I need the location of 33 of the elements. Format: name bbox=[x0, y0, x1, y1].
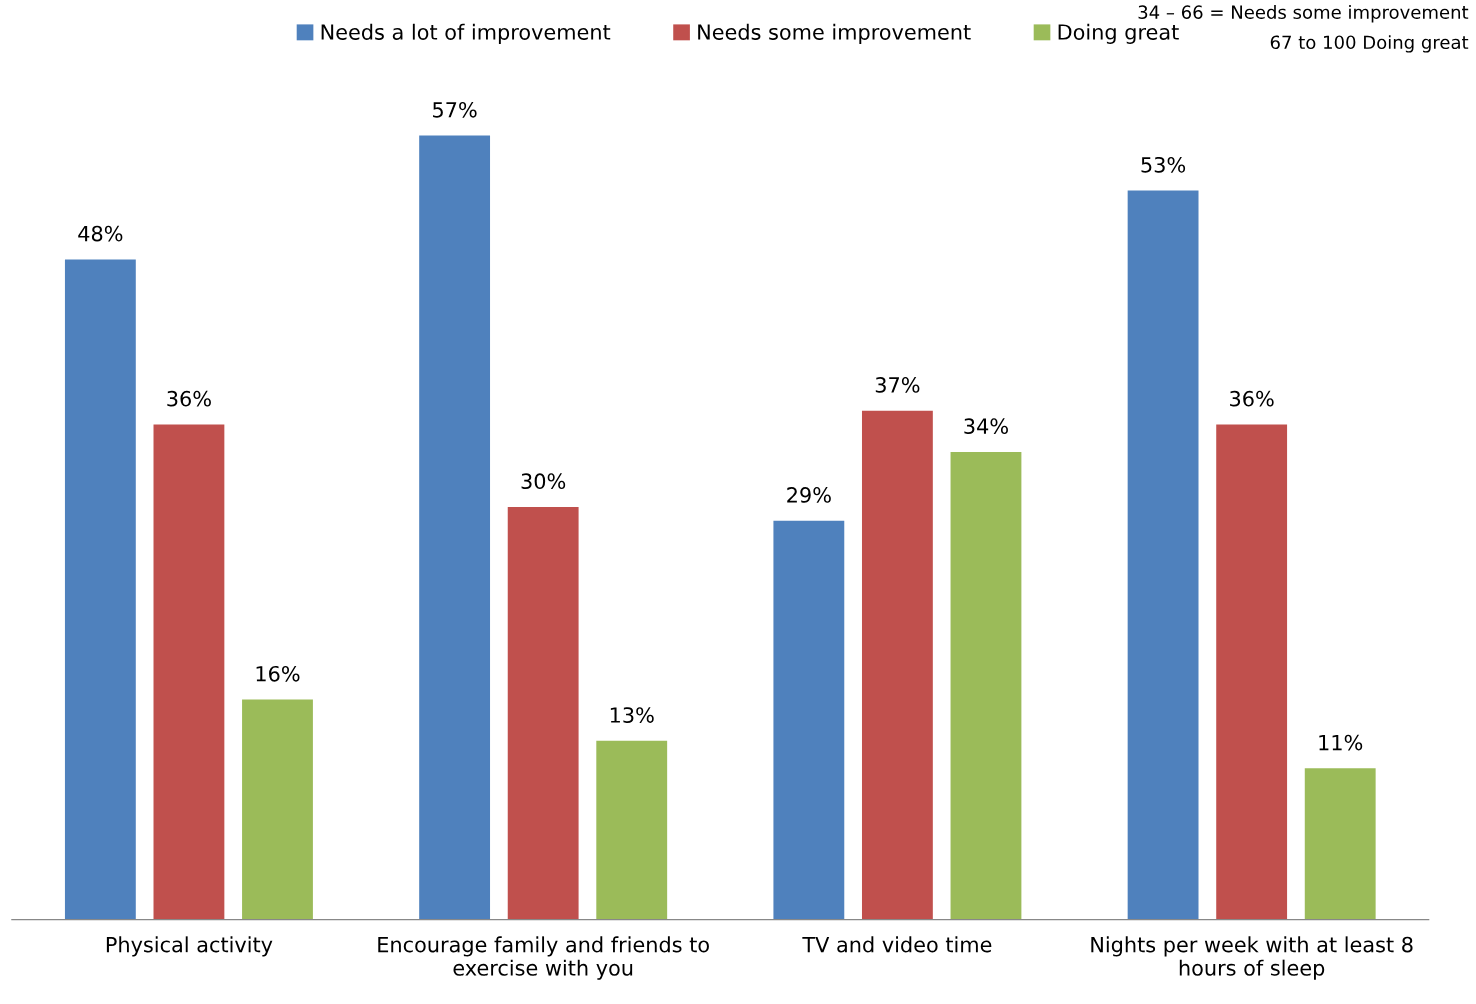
bar bbox=[242, 699, 313, 920]
legend-label: Needs a lot of improvement bbox=[321, 23, 611, 44]
data-label: 16% bbox=[256, 665, 300, 682]
text: 34 – 66 = Needs some improvement bbox=[1138, 5, 1469, 23]
data-label: 34% bbox=[964, 418, 1008, 435]
x-tick-label: Encourage family and friends to exercise with you bbox=[378, 936, 709, 980]
bar bbox=[1304, 768, 1376, 920]
bar bbox=[861, 410, 933, 920]
bar bbox=[64, 259, 136, 920]
x-tick-label: Nights per week with at least 8 hours of sleep bbox=[1091, 936, 1413, 980]
bar bbox=[153, 424, 225, 920]
bar bbox=[507, 506, 579, 920]
bar bbox=[1216, 424, 1288, 920]
bar bbox=[1127, 190, 1199, 920]
bar bbox=[773, 520, 845, 920]
data-label: 36% bbox=[1230, 390, 1274, 407]
data-label: 36% bbox=[167, 390, 211, 407]
bar bbox=[950, 451, 1022, 920]
x-tick-label: Physical activity bbox=[106, 936, 273, 957]
legend-label: Doing great bbox=[1058, 23, 1179, 44]
data-label: 57% bbox=[433, 101, 477, 118]
legend-label: Needs some improvement bbox=[698, 23, 971, 44]
bar bbox=[419, 135, 491, 920]
data-label: 30% bbox=[521, 473, 566, 490]
data-label: 48% bbox=[78, 225, 123, 242]
text: 67 to 100 Doing great bbox=[1270, 35, 1469, 53]
data-label: 53% bbox=[1141, 156, 1186, 173]
data-label: 29% bbox=[787, 487, 831, 503]
x-tick-label: TV and video time bbox=[802, 936, 992, 953]
data-label: 11% bbox=[1319, 734, 1363, 751]
data-label: 37% bbox=[875, 377, 920, 393]
data-label: 13% bbox=[610, 707, 654, 723]
bar bbox=[596, 740, 668, 920]
